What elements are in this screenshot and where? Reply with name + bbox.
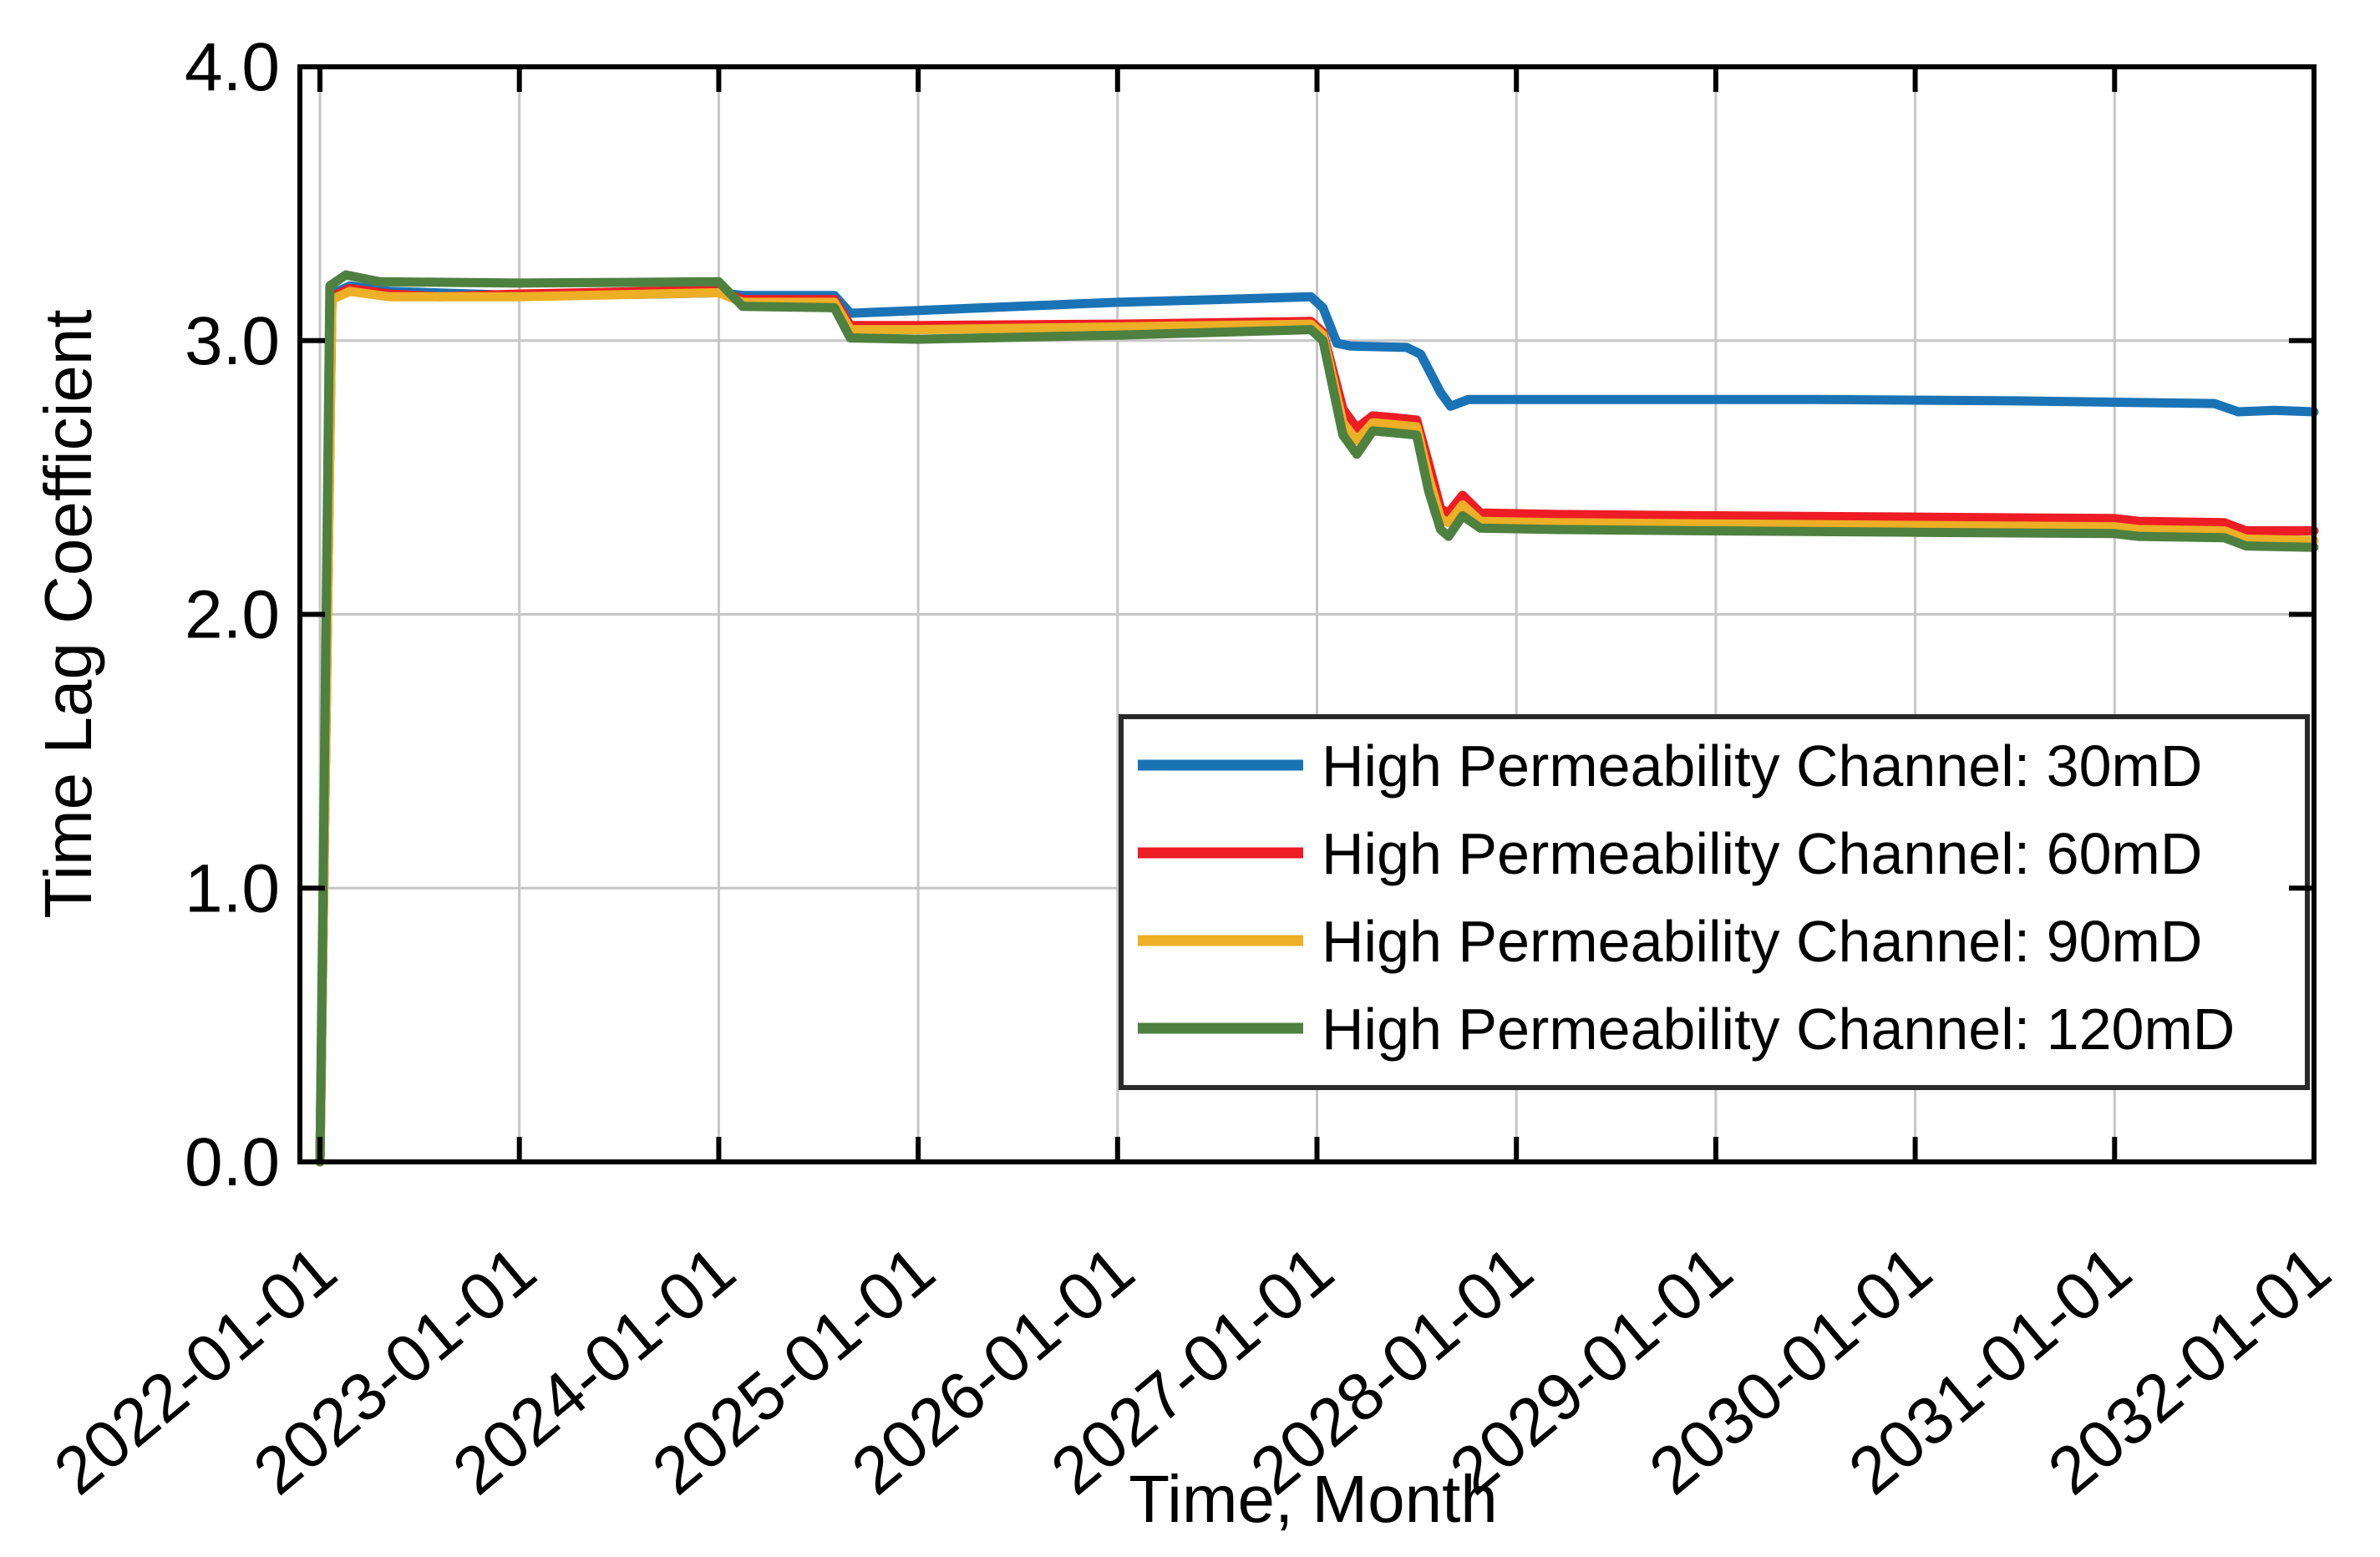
series-line-120mD [315, 270, 2319, 1167]
y-tick-label: 0.0 [185, 1124, 280, 1200]
legend-label: High Permeability Channel: 90mD [1322, 909, 2202, 974]
legend-item: High Permeability Channel: 90mD [1138, 909, 2202, 974]
legend-item: High Permeability Channel: 120mD [1138, 997, 2235, 1062]
legend-box [1119, 714, 2310, 1090]
series-group [315, 270, 2319, 1167]
y-axis-title: Time Lag Coefficient [31, 309, 105, 919]
legend-item: High Permeability Channel: 60mD [1138, 821, 2202, 886]
y-tick-label: 1.0 [185, 850, 280, 926]
legend-label: High Permeability Channel: 30mD [1322, 733, 2202, 799]
y-tick-label: 2.0 [185, 577, 280, 653]
series-line-90mD [315, 287, 2319, 1167]
legend: High Permeability Channel: 30mD High Perm… [1119, 714, 2310, 1090]
y-tick-label: 4.0 [185, 29, 280, 105]
legend-label: High Permeability Channel: 120mD [1322, 997, 2235, 1062]
axes-frame [297, 64, 2317, 1164]
x-axis-title: Time, Month [1129, 1462, 1498, 1536]
legend-label: High Permeability Channel: 60mD [1322, 821, 2202, 886]
y-tick-labels: 0.0 1.0 2.0 3.0 4.0 [185, 29, 280, 1200]
legend-item: High Permeability Channel: 30mD [1138, 733, 2202, 799]
y-tick-label: 3.0 [185, 303, 280, 379]
